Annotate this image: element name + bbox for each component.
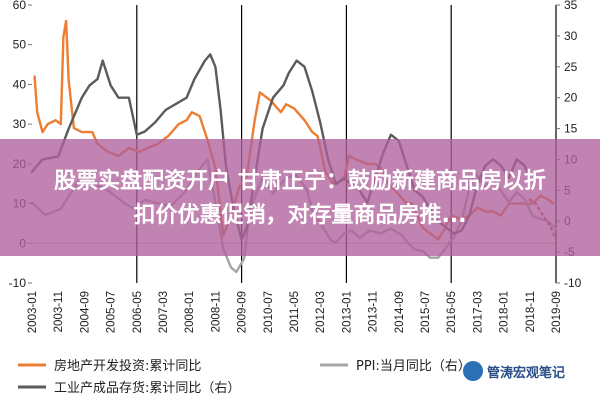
legend-label: PPI:当月同比（右） [356, 359, 471, 374]
y-left-tick-label: 40 [13, 77, 27, 91]
watermark: 管涛宏观笔记 [463, 360, 565, 382]
legend-label: 房地产开发投资:累计同比 [54, 358, 201, 374]
x-tick-label: 2012-03 [315, 291, 327, 333]
wechat-icon [463, 361, 483, 381]
banner-title-line-2: 扣价优惠促销，对存量商品房推... [133, 203, 467, 228]
y-right-tick-label: 30 [564, 29, 578, 43]
x-tick-label: 2003-11 [53, 291, 65, 332]
x-tick-label: 2006-05 [132, 291, 144, 333]
x-tick-label: 2007-03 [158, 291, 170, 333]
y-left-tick-label: 50 [13, 38, 27, 52]
x-tick-label: 2003-01 [27, 291, 39, 333]
y-left-tick-label: -10 [9, 276, 27, 290]
x-tick-label: 2008-11 [210, 291, 222, 332]
x-tick-label: 2004-09 [79, 291, 91, 333]
x-tick-label: 2019-09 [551, 291, 563, 333]
x-tick-label: 2018-01 [499, 291, 511, 333]
y-left-tick-label: 60 [13, 0, 27, 12]
y-right-tick-label: 20 [564, 91, 578, 105]
y-right-tick-label: 25 [564, 60, 578, 74]
y-right-tick-label: 35 [564, 0, 578, 12]
x-tick-label: 2018-11 [525, 291, 537, 332]
x-tick-label: 2017-03 [472, 291, 484, 333]
x-tick-label: 2014-09 [394, 291, 406, 333]
x-tick-label: 2013-11 [368, 291, 380, 332]
x-tick-label: 2016-05 [446, 291, 458, 333]
banner-title-line-1: 股票实盘配资开户 甘肃正宁：鼓励新建商品房以折 [54, 169, 546, 194]
chart-legend: 房地产开发投资:累计同比 PPI:当月同比（右） 工业产成品存货:累计同比（右） [18, 358, 471, 396]
y-right-tick-label: -10 [564, 276, 582, 290]
x-tick-label: 2005-07 [106, 291, 118, 333]
x-tick-label: 2010-07 [263, 291, 275, 333]
x-tick-label: 2009-09 [237, 291, 249, 333]
y-left-tick-label: 30 [13, 117, 27, 131]
x-tick-label: 2011-05 [289, 291, 301, 332]
y-right-tick-label: 15 [564, 122, 578, 136]
legend-label: 工业产成品存货:累计同比（右） [54, 380, 240, 396]
article-title-banner[interactable]: 股票实盘配资开户 甘肃正宁：鼓励新建商品房以折 扣价优惠促销，对存量商品房推..… [0, 139, 600, 256]
x-tick-label: 2013-01 [341, 291, 353, 333]
watermark-text: 管涛宏观笔记 [487, 365, 566, 381]
x-tick-label: 2015-07 [420, 291, 432, 333]
x-tick-label: 2008-01 [184, 291, 196, 333]
